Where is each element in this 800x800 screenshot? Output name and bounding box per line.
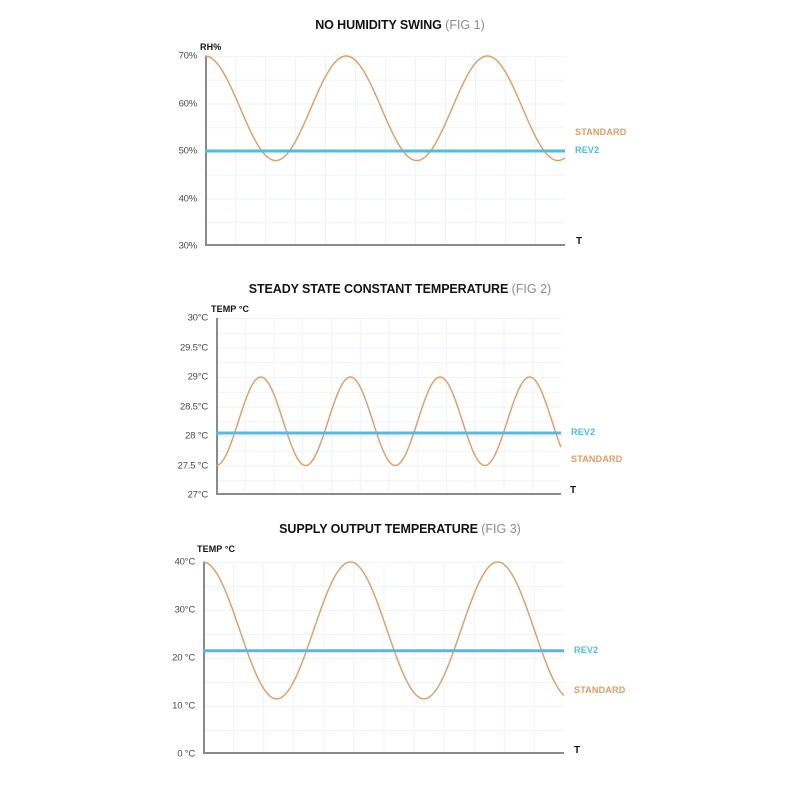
chart-1-plot-area: 70% 60% 50% 40% 30% STANDARD REV2 (179, 51, 627, 252)
y-axis-tick-label: 28.5°C (180, 401, 208, 412)
y-axis-tick-label: 20 °C (172, 652, 195, 664)
chart-series-layer (202, 561, 565, 700)
chart-3-y-axis-label: TEMP °C (197, 544, 236, 554)
chart-3-x-axis-label: T (574, 745, 581, 756)
chart-series-layer (215, 376, 562, 467)
series-line-standard (204, 55, 566, 162)
y-axis-tick-label: 10 °C (172, 700, 195, 712)
chart-figure-3: SUPPLY OUTPUT TEMPERATURE (FIG 3) TEMP °… (0, 522, 800, 772)
y-axis-tick-label: 28 °C (185, 430, 208, 442)
chart-gridlines (216, 318, 561, 495)
y-axis-tick-label: 70% (178, 50, 198, 62)
legend-label-standard: STANDARD (574, 684, 626, 695)
y-axis-tick-label: 30°C (174, 604, 196, 616)
chart-x-axis-line (205, 244, 565, 246)
legend-label-standard: STANDARD (571, 453, 623, 464)
y-axis-tick-label: 29.5°C (180, 342, 208, 353)
y-axis-tick-label: 30% (178, 240, 198, 252)
y-axis-tick-label: 27°C (187, 489, 209, 501)
y-axis-tick-label: 60% (178, 98, 198, 109)
chart-2-plot-area: 30°C 29.5°C 29°C 28.5°C 28 °C 27.5 °C 27°C STAN… (178, 313, 623, 501)
y-axis-tick-label: 30°C (187, 312, 209, 324)
chart-series-layer (204, 55, 566, 162)
chart-3-plot-area: 40°C 30°C 20 °C 10 °C 0 °C STANDARD REV2 (172, 557, 625, 760)
y-axis-tick-label: 40°C (174, 556, 196, 568)
chart-2-fig-tag: (FIG 2) (511, 282, 552, 296)
y-axis-tick-label: 50% (178, 145, 198, 157)
y-axis-tick-label: 27.5 °C (177, 460, 209, 471)
y-axis-tick-label: 0 °C (177, 748, 195, 760)
chart-2-title: STEADY STATE CONSTANT TEMPERATURE (FIG 2… (0, 282, 800, 296)
legend-label-rev2: REV2 (575, 145, 600, 155)
legend-label-rev2: REV2 (574, 644, 599, 655)
y-axis-tick-label: 29°C (187, 371, 209, 383)
chart-figure-1: NO HUMIDITY SWING (FIG 1) RH% T 70% 60% 50… (0, 18, 800, 268)
series-line-standard (202, 561, 565, 700)
chart-1-y-axis-label: RH% (200, 42, 222, 52)
chart-x-axis-line (216, 493, 561, 495)
chart-1-title: NO HUMIDITY SWING (FIG 1) (0, 18, 800, 32)
chart-1-title-text: NO HUMIDITY SWING (315, 18, 442, 32)
y-axis-tick-label: 40% (178, 193, 198, 204)
chart-figure-2: STEADY STATE CONSTANT TEMPERATURE (FIG 2… (0, 282, 800, 507)
chart-1-x-axis-label: T (576, 236, 583, 247)
legend-label-standard: STANDARD (575, 126, 627, 137)
chart-y-axis-line (203, 562, 205, 754)
chart-gridlines (203, 562, 564, 754)
chart-1-fig-tag: (FIG 1) (445, 18, 485, 32)
chart-2-x-axis-label: T (570, 485, 577, 496)
chart-2-y-axis-label: TEMP °C (211, 304, 250, 314)
legend-label-rev2: REV2 (571, 427, 596, 438)
chart-x-axis-line (203, 752, 564, 754)
chart-3-fig-tag: (FIG 3) (481, 522, 521, 536)
chart-3-title-text: SUPPLY OUTPUT TEMPERATURE (279, 522, 478, 536)
series-line-standard (215, 376, 562, 467)
chart-2-title-text: STEADY STATE CONSTANT TEMPERATURE (248, 282, 509, 296)
chart-3-title: SUPPLY OUTPUT TEMPERATURE (FIG 3) (0, 522, 800, 536)
chart-y-axis-line (216, 318, 218, 495)
